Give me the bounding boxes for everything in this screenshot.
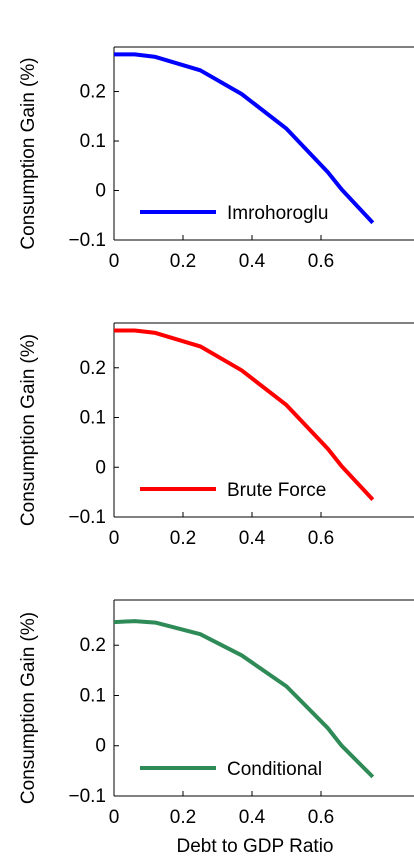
y-tick-label: 0 [95,457,106,478]
y-tick-label: 0 [95,736,106,757]
legend-label: Conditional [227,759,322,780]
x-tick-label: 0.4 [239,251,266,272]
x-axis-label: Debt to GDP Ratio [176,836,333,857]
y-axis-label: Consumption Gain (%) [18,334,39,526]
x-tick-label: 0.2 [170,807,196,828]
series-line [114,619,375,779]
x-tick-label: 0.2 [170,251,196,272]
y-tick-label: 0.1 [80,408,106,429]
x-tick-label: 0.6 [308,807,334,828]
x-tick-label: 0.2 [170,528,196,549]
y-axis-label: Consumption Gain (%) [18,57,39,249]
y-tick-label: 0 [95,181,106,202]
x-tick-label: 0.6 [308,528,334,549]
legend-label: Imrohoroglu [227,203,328,224]
x-tick-label: 0.4 [239,807,266,828]
y-axis-label: Consumption Gain (%) [18,612,39,804]
legend-label: Brute Force [227,480,326,501]
x-tick-label: 0 [109,807,120,828]
y-tick-label: 0.1 [80,685,106,706]
series-line [114,328,375,501]
series-line [114,52,375,225]
y-tick-label: −0.1 [68,786,106,807]
x-tick-label: 0.6 [308,251,334,272]
y-tick-label: 0.2 [80,635,106,656]
x-tick-label: 0 [109,251,120,272]
y-tick-label: −0.1 [68,230,106,251]
x-tick-label: 0 [109,528,120,549]
y-tick-label: 0.2 [80,358,106,379]
x-tick-label: 0.4 [239,528,266,549]
y-tick-label: −0.1 [68,507,106,528]
y-tick-label: 0.2 [80,82,106,103]
y-tick-label: 0.1 [80,131,106,152]
